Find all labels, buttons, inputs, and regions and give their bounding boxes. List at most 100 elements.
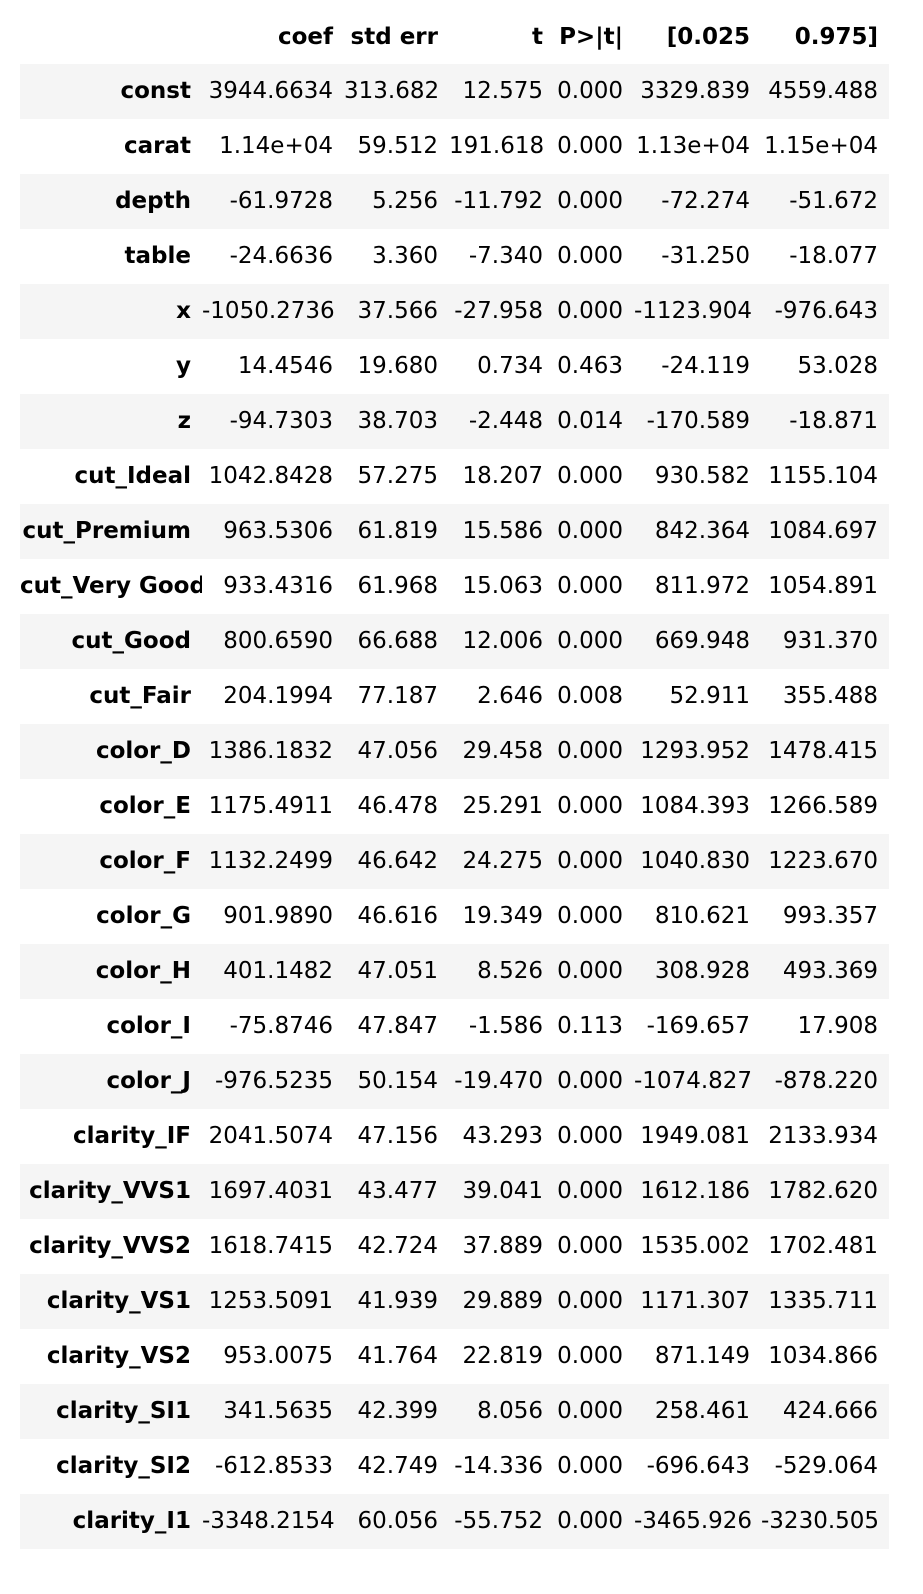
table-cell: 1132.2499 [208,848,333,874]
table-cell: 24.275 [462,848,543,874]
table-cell: 191.618 [449,133,545,159]
table-cell: -24.119 [661,353,750,379]
table-cell: 1223.670 [768,848,878,874]
table-cell: 0.000 [557,463,623,489]
row-label: clarity_VS1 [46,1288,191,1314]
table-cell: -72.274 [661,188,750,214]
table-cell: 8.056 [477,1398,543,1424]
regression-coefficient-table: coef std err t P>|t| [0.025 0.975] const… [20,10,889,1549]
table-cell: 0.000 [557,188,623,214]
table-cell: 963.5306 [223,518,333,544]
table-cell: 41.764 [357,1343,438,1369]
table-cell: 37.566 [357,298,438,324]
table-cell: 1.14e+04 [219,133,333,159]
table-cell: 43.477 [357,1178,438,1204]
table-cell: 1386.1832 [208,738,333,764]
table-cell: 810.621 [654,903,750,929]
table-cell: 19.349 [462,903,543,929]
table-cell: -14.336 [454,1453,543,1479]
table-cell: -976.5235 [214,1068,333,1094]
table-cell: 0.000 [557,628,623,654]
table-cell: 0.000 [557,1068,623,1094]
table-cell: 2.646 [477,683,543,709]
row-label: cut_Very Good [20,573,202,599]
table-cell: 1.15e+04 [764,133,878,159]
row-label: clarity_VVS1 [29,1178,191,1204]
row-label: carat [123,133,191,159]
table-cell: 0.000 [557,1343,623,1369]
table-row: clarity_IF 2041.5074 47.156 43.293 0.000 1949… [20,1109,889,1164]
row-label: color_G [96,903,191,929]
table-cell: 22.819 [462,1343,543,1369]
table-cell: 3944.6634 [208,78,333,104]
table-row: cut_Fair 204.1994 77.187 2.646 0.008 52.911 35… [20,669,889,724]
table-cell: 0.000 [557,1288,623,1314]
table-cell: 61.968 [357,573,438,599]
table-cell: -51.672 [789,188,878,214]
table-row: clarity_VVS2 1618.7415 42.724 37.889 0.000 15… [20,1219,889,1274]
table-cell: 0.000 [557,243,623,269]
table-cell: -1050.2736 [202,298,335,324]
table-cell: 46.478 [357,793,438,819]
table-cell: 15.063 [462,573,543,599]
table-cell: 2133.934 [768,1123,878,1149]
table-cell: 0.000 [557,1123,623,1149]
table-cell: -1074.827 [634,1068,753,1094]
table-cell: 1042.8428 [208,463,333,489]
table-cell: 14.4546 [237,353,333,379]
row-label: x [176,298,191,324]
table-row: color_J -976.5235 50.154 -19.470 0.000 -1074.… [20,1054,889,1109]
table-cell: 8.526 [477,958,543,984]
table-row: cut_Good 800.6590 66.688 12.006 0.000 669.948… [20,614,889,669]
table-cell: -3465.926 [634,1508,753,1534]
table-cell: 811.972 [654,573,750,599]
table-cell: 42.399 [357,1398,438,1424]
table-cell: 1478.415 [768,738,878,764]
row-label: clarity_VS2 [46,1343,191,1369]
table-cell: 1.13e+04 [636,133,750,159]
table-cell: 493.369 [782,958,878,984]
row-label: clarity_SI1 [56,1398,191,1424]
table-cell: -170.589 [646,408,750,434]
table-cell: 0.000 [557,1398,623,1424]
table-cell: 1266.589 [768,793,878,819]
table-cell: 0.000 [557,793,623,819]
table-row: clarity_SI1 341.5635 42.399 8.056 0.000 258.4… [20,1384,889,1439]
regression-table-container: coef std err t P>|t| [0.025 0.975] const… [20,10,889,1549]
table-cell: 0.014 [557,408,623,434]
row-label: y [176,353,191,379]
table-row: carat 1.14e+04 59.512 191.618 0.000 1.13e+04 1… [20,119,889,174]
row-label: color_H [95,958,191,984]
table-cell: 0.000 [557,133,623,159]
table-cell: 4559.488 [768,78,878,104]
table-cell: 931.370 [782,628,878,654]
table-cell: 258.461 [654,1398,750,1424]
column-header: std err [350,24,438,50]
table-row: cut_Very Good 933.4316 61.968 15.063 0.000 81… [20,559,889,614]
row-label: clarity_SI2 [56,1453,191,1479]
row-label: cut_Premium [22,518,192,544]
table-cell: 0.000 [557,958,623,984]
row-label: color_D [95,738,191,764]
table-row: table -24.6636 3.360 -7.340 0.000 -31.250 -18.… [20,229,889,284]
table-cell: 0.000 [557,1233,623,1259]
table-cell: 3.360 [372,243,438,269]
table-cell: 1335.711 [768,1288,878,1314]
table-cell: 308.928 [654,958,750,984]
table-cell: 0.734 [477,353,543,379]
table-cell: 1618.7415 [208,1233,333,1259]
table-row: color_F 1132.2499 46.642 24.275 0.000 1040.83… [20,834,889,889]
row-label: depth [115,188,191,214]
column-header: 0.975] [794,24,878,50]
table-cell: 61.819 [357,518,438,544]
table-cell: 42.749 [357,1453,438,1479]
table-cell: -61.9728 [229,188,333,214]
table-cell: 47.156 [357,1123,438,1149]
table-cell: 1054.891 [768,573,878,599]
table-cell: 66.688 [357,628,438,654]
table-cell: -612.8533 [214,1453,333,1479]
table-cell: 1702.481 [768,1233,878,1259]
table-cell: 993.357 [782,903,878,929]
table-cell: 1171.307 [640,1288,750,1314]
table-cell: 0.000 [557,298,623,324]
